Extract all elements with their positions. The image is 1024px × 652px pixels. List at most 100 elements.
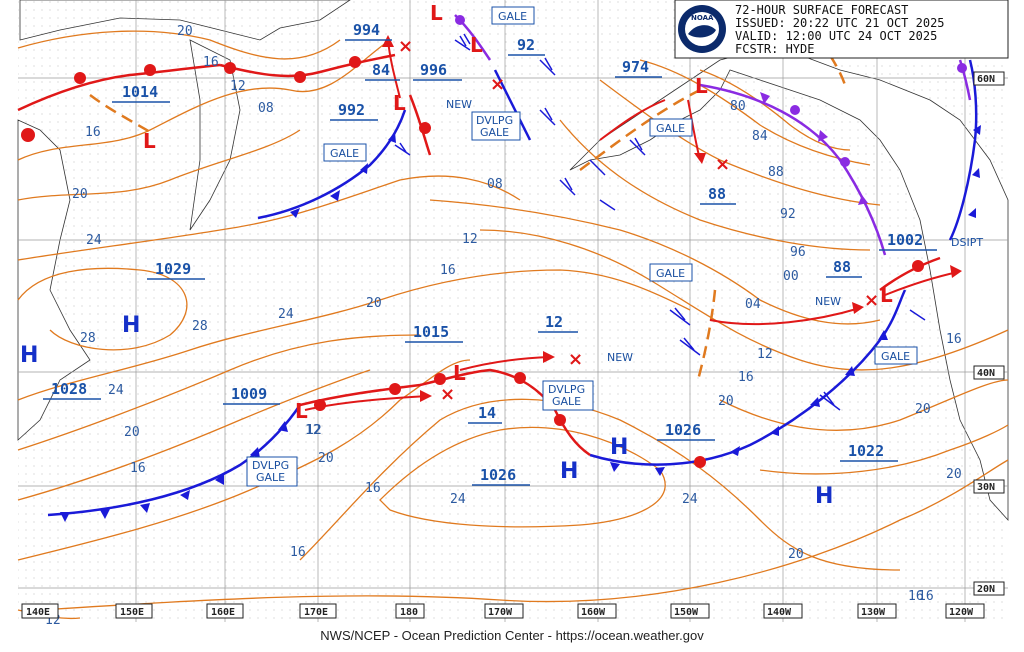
- svg-text:24: 24: [278, 307, 294, 322]
- pressure-label: 12: [545, 313, 563, 331]
- gale-tag: GALE: [656, 122, 685, 135]
- occluded-front: [454, 14, 972, 256]
- svg-text:120W: 120W: [949, 607, 974, 618]
- pressure-label: 994: [353, 21, 380, 39]
- svg-text:20: 20: [177, 24, 193, 39]
- svg-text:20: 20: [946, 467, 962, 482]
- wind-barbs: [394, 33, 926, 411]
- svg-text:20: 20: [366, 296, 382, 311]
- pressure-label: 14: [478, 404, 496, 422]
- svg-text:24: 24: [108, 383, 124, 398]
- svg-text:60N: 60N: [977, 74, 995, 85]
- low-marker: L: [393, 91, 406, 115]
- svg-text:16: 16: [738, 370, 754, 385]
- svg-text:150W: 150W: [674, 607, 699, 618]
- low-marker: L: [695, 74, 708, 98]
- pressure-labels: 1014 994 84 996 92 974 992 1029 1015 12 …: [43, 21, 937, 486]
- svg-text:16: 16: [85, 125, 101, 140]
- pressure-label: 1015: [413, 323, 449, 341]
- svg-text:×: ×: [398, 36, 413, 57]
- pressure-label: 1029: [155, 260, 191, 278]
- header-line-1: 72-HOUR SURFACE FORECAST: [735, 3, 908, 17]
- track-arrowheads: [382, 35, 962, 402]
- warm-fronts: [17, 53, 941, 457]
- longitude-labels: 140E 150E 160E 170E 180 170W 160W 150W 1…: [21, 603, 985, 619]
- svg-text:28: 28: [192, 319, 208, 334]
- svg-text:16: 16: [365, 481, 381, 496]
- svg-text:×: ×: [568, 349, 583, 370]
- svg-text:24: 24: [86, 233, 102, 248]
- svg-text:84: 84: [752, 129, 768, 144]
- land-outlines: [17, 0, 1009, 522]
- svg-text:20: 20: [915, 402, 931, 417]
- svg-text:16: 16: [946, 332, 962, 347]
- svg-text:20N: 20N: [977, 584, 995, 595]
- dvlpg-tag: DVLPG: [476, 114, 513, 127]
- gale-tag: GALE: [330, 147, 359, 160]
- svg-text:×: ×: [490, 74, 505, 95]
- isobar-labels: 20 16 12 08 16 08 12 16 20 24 24 28 28 2…: [45, 24, 962, 628]
- svg-text:12: 12: [230, 79, 246, 94]
- dvlpg-tag: GALE: [552, 395, 581, 408]
- low-marker: L: [453, 361, 466, 385]
- new-tag: NEW: [607, 351, 633, 364]
- svg-text:08: 08: [258, 101, 274, 116]
- gale-tags: GALE GALE GALE GALE GALE DVLPG GALE DVLP…: [246, 6, 983, 487]
- svg-text:180: 180: [400, 607, 418, 618]
- warm-front-bumps: [21, 56, 924, 468]
- svg-text:160E: 160E: [211, 607, 235, 618]
- svg-text:16: 16: [440, 263, 456, 278]
- header-line-2: ISSUED: 20:22 UTC 21 OCT 2025: [735, 16, 945, 30]
- high-marker: H: [122, 313, 140, 338]
- dvlpg-tag: DVLPG: [252, 459, 289, 472]
- gale-tag: GALE: [498, 10, 527, 23]
- low-marker: L: [295, 399, 308, 423]
- svg-text:12: 12: [462, 232, 478, 247]
- pressure-label: 92: [517, 36, 535, 54]
- gale-tag: GALE: [881, 350, 910, 363]
- svg-text:170E: 170E: [304, 607, 328, 618]
- svg-text:130W: 130W: [861, 607, 886, 618]
- svg-text:140W: 140W: [767, 607, 792, 618]
- svg-text:16: 16: [918, 589, 934, 604]
- dsipt-tag: DSIPT: [951, 236, 983, 249]
- svg-text:92: 92: [780, 207, 796, 222]
- low-marker: L: [470, 33, 483, 57]
- svg-text:12: 12: [757, 347, 773, 362]
- svg-text:88: 88: [768, 165, 784, 180]
- svg-text:140E: 140E: [26, 607, 50, 618]
- noaa-logo-text: NOAA: [691, 14, 714, 22]
- pressure-label: 996: [420, 61, 447, 79]
- svg-text:28: 28: [80, 331, 96, 346]
- pressure-label: 992: [338, 101, 365, 119]
- svg-text:30N: 30N: [977, 482, 995, 493]
- footer-credit: NWS/NCEP - Ocean Prediction Center - htt…: [320, 628, 704, 643]
- cold-front-teeth: [60, 125, 981, 522]
- svg-text:12: 12: [306, 423, 322, 438]
- header-line-3: VALID: 12:00 UTC 24 OCT 2025: [735, 29, 937, 43]
- svg-text:×: ×: [715, 154, 730, 175]
- pressure-label: 1022: [848, 442, 884, 460]
- forecast-header: NOAA 72-HOUR SURFACE FORECAST ISSUED: 20…: [674, 0, 1009, 59]
- svg-text:×: ×: [864, 290, 879, 311]
- low-marker: L: [880, 283, 893, 307]
- pressure-label: 1026: [480, 466, 516, 484]
- high-marker: H: [610, 435, 628, 460]
- latitude-labels: 60N 40N 30N 20N: [973, 71, 1005, 596]
- svg-text:24: 24: [450, 492, 466, 507]
- x-markers: × × × × × ×: [398, 36, 879, 405]
- header-line-4: FCSTR: HYDE: [735, 42, 814, 56]
- svg-text:150E: 150E: [120, 607, 144, 618]
- high-marker: H: [815, 484, 833, 509]
- pressure-label: 88: [833, 258, 851, 276]
- pressure-label: 974: [622, 58, 649, 76]
- svg-text:16: 16: [908, 589, 924, 604]
- high-symbols: H H H H H: [20, 313, 833, 509]
- svg-text:20: 20: [72, 187, 88, 202]
- pressure-label: 1026: [665, 421, 701, 439]
- svg-text:160W: 160W: [581, 607, 606, 618]
- pressure-label: 84: [372, 61, 390, 79]
- svg-text:80: 80: [730, 99, 746, 114]
- svg-text:16: 16: [130, 461, 146, 476]
